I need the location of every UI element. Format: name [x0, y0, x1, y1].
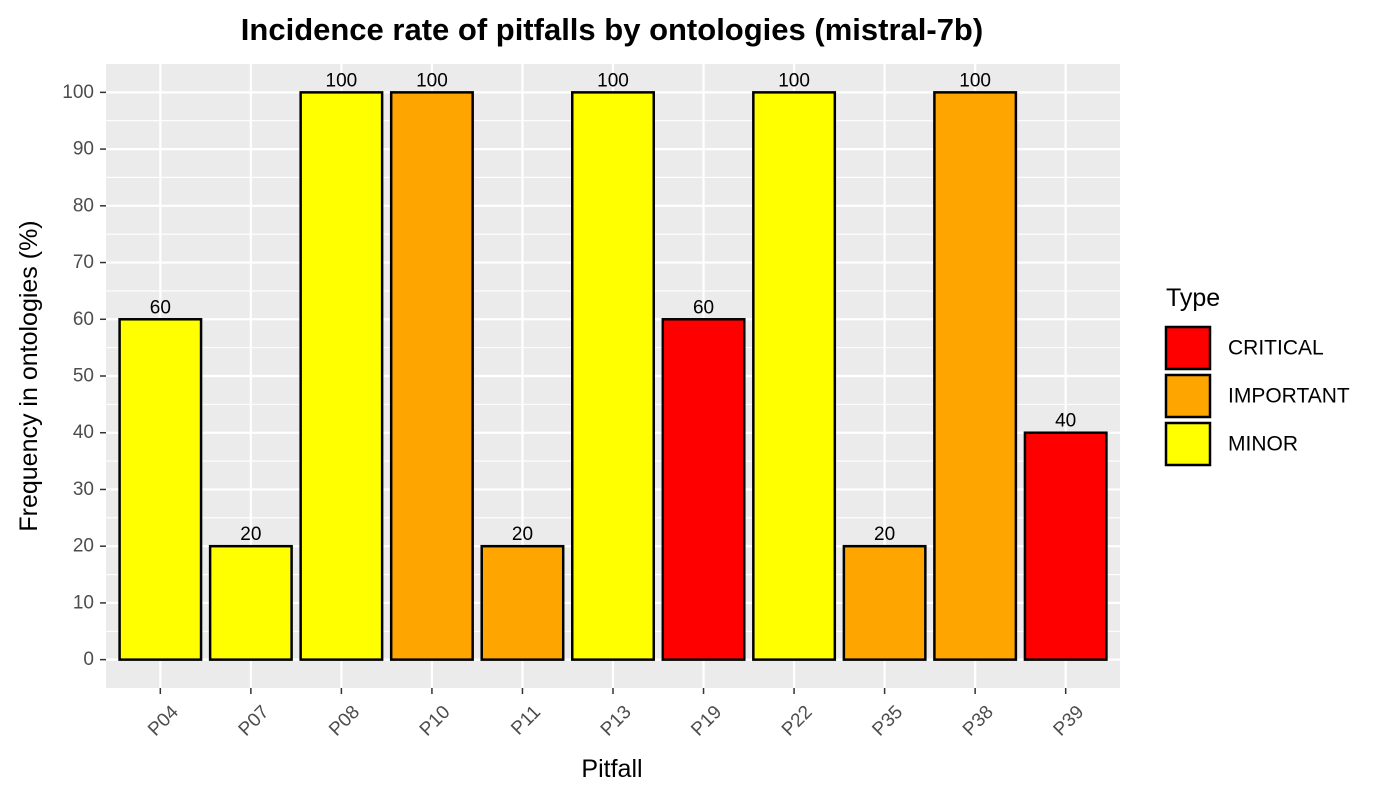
- bar-p10: [389, 91, 474, 661]
- x-tick-label-p35: P35: [868, 702, 907, 741]
- x-axis: P04 P07 P08 P10 P11 P13 P19 P22 P35 P38 P39: [144, 688, 1088, 740]
- legend-items: CRITICAL IMPORTANT MINOR: [1164, 325, 1350, 467]
- y-tick-label: 40: [73, 422, 94, 443]
- y-tick-label: 80: [73, 195, 94, 216]
- legend: Type CRITICAL IMPORTANT MINOR: [1164, 284, 1350, 467]
- bar-label-p10: 100: [416, 70, 448, 91]
- bar-label-p11: 20: [512, 524, 533, 545]
- x-tick-label-p07: P07: [235, 702, 274, 741]
- bars: [118, 91, 1108, 661]
- bar-label-p38: 100: [959, 70, 991, 91]
- legend-title: Type: [1166, 284, 1220, 312]
- bar-p35: [842, 544, 927, 661]
- bar-label-p22: 100: [778, 70, 810, 91]
- x-tick-label-p38: P38: [959, 702, 998, 741]
- x-tick-label-p11: P11: [507, 702, 545, 740]
- bar-p39: [1023, 431, 1108, 661]
- bar-label-p39: 40: [1055, 411, 1076, 432]
- y-tick-label: 0: [83, 649, 94, 670]
- x-tick-label-p19: P19: [687, 702, 726, 741]
- x-axis-title: Pitfall: [581, 755, 642, 783]
- y-tick-label: 70: [73, 252, 94, 273]
- y-tick-label: 10: [73, 592, 94, 613]
- y-tick-label: 50: [73, 366, 94, 387]
- bar-p07: [208, 544, 293, 661]
- x-tick-label-p22: P22: [778, 702, 817, 741]
- bar-label-p19: 60: [693, 297, 714, 318]
- legend-label-critical: CRITICAL: [1228, 337, 1324, 360]
- y-tick-label: 90: [73, 139, 94, 160]
- bar-label-p04: 60: [150, 297, 171, 318]
- legend-label-important: IMPORTANT: [1228, 385, 1350, 408]
- bar-label-p08: 100: [326, 70, 358, 91]
- legend-swatch-critical: [1164, 325, 1212, 371]
- bar-value-labels: 60 20 100 100 20 100 60 100 20 100 40: [150, 70, 1076, 545]
- x-tick-label-p39: P39: [1050, 702, 1089, 741]
- chart-title: Incidence rate of pitfalls by ontologies…: [241, 12, 983, 47]
- bar-p04: [118, 318, 203, 661]
- x-tick-label-p04: P04: [144, 701, 183, 740]
- y-tick-label: 60: [73, 309, 94, 330]
- legend-swatch-important: [1164, 373, 1212, 419]
- bar-p19: [661, 318, 746, 661]
- bar-p22: [752, 91, 837, 661]
- x-tick-label-p10: P10: [416, 702, 455, 741]
- bar-p38: [933, 91, 1018, 661]
- y-axis-title: Frequency in ontologies (%): [15, 220, 43, 531]
- legend-label-minor: MINOR: [1228, 433, 1298, 456]
- bar-label-p35: 20: [874, 524, 895, 545]
- y-tick-label: 30: [73, 479, 94, 500]
- bar-label-p07: 20: [240, 524, 261, 545]
- bar-p08: [299, 91, 384, 661]
- x-tick-label-p13: P13: [597, 702, 636, 741]
- x-tick-label-p08: P08: [325, 702, 364, 741]
- y-axis: 0 10 20 30 40 50 60 70 80 90 100: [62, 82, 106, 670]
- legend-swatch-minor: [1164, 421, 1212, 467]
- bar-label-p13: 100: [597, 70, 629, 91]
- y-tick-label: 20: [73, 536, 94, 557]
- bar-p11: [480, 544, 565, 661]
- bar-p13: [571, 91, 655, 661]
- y-tick-label: 100: [62, 82, 94, 103]
